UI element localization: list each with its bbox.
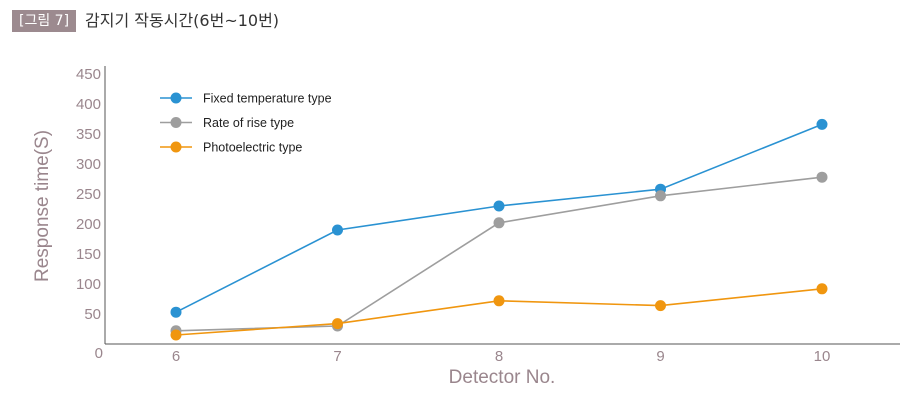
y-tick-label: 450 — [76, 66, 101, 83]
data-point — [655, 190, 666, 202]
x-tick-label: 7 — [333, 348, 341, 365]
data-point — [170, 329, 182, 341]
x-tick-label: 9 — [656, 348, 664, 365]
x-tick-label: 10 — [814, 348, 831, 365]
figure-number-badge: [그림 7] — [12, 10, 77, 32]
figure-title: 감지기 작동시간(6번~10번) — [85, 11, 280, 30]
x-axis: 6 7 8 9 10 Detector No. — [105, 343, 900, 388]
y-tick-label: 250 — [76, 186, 101, 203]
legend-label: Fixed temperature type — [203, 92, 332, 106]
legend-label: Rate of rise type — [203, 116, 294, 130]
x-tick-label: 8 — [495, 348, 503, 365]
data-point — [493, 295, 505, 307]
data-point — [170, 306, 182, 318]
data-point — [332, 318, 343, 330]
legend-label: Photoelectric type — [203, 141, 302, 155]
y-tick-label: 200 — [76, 216, 101, 233]
x-tick-labels: 6 7 8 9 10 — [172, 348, 831, 365]
y-tick-label: 300 — [76, 156, 101, 173]
data-point — [332, 224, 343, 236]
legend-marker — [170, 117, 182, 128]
data-point — [493, 200, 505, 212]
y-tick-label: 150 — [76, 246, 101, 263]
y-tick-labels: 0 50 100 150 200 250 300 350 400 450 — [76, 66, 103, 362]
x-axis-label: Detector No. — [449, 367, 556, 388]
data-point — [816, 118, 828, 130]
y-tick-label: 350 — [76, 126, 101, 143]
y-tick-label: 100 — [76, 276, 101, 293]
data-point — [655, 300, 666, 312]
legend-marker — [170, 141, 182, 153]
y-tick-label: 400 — [76, 96, 101, 113]
data-point — [493, 217, 505, 229]
y-tick-label: 50 — [84, 306, 101, 323]
y-axis: 0 50 100 150 200 250 300 350 400 450 Response tim… — [32, 66, 106, 362]
legend: Fixed temperature type Rate of rise type P… — [160, 92, 332, 155]
figure-header: [그림 7] 감지기 작동시간(6번~10번) — [12, 10, 279, 32]
y-tick-label: 0 — [95, 345, 103, 362]
legend-marker — [170, 92, 182, 104]
series-line — [175, 176, 823, 332]
series-group — [170, 118, 828, 341]
y-axis-label: Response time(S) — [32, 130, 53, 282]
x-tick-label: 6 — [172, 348, 180, 365]
data-point — [816, 283, 828, 295]
data-point — [816, 171, 828, 183]
